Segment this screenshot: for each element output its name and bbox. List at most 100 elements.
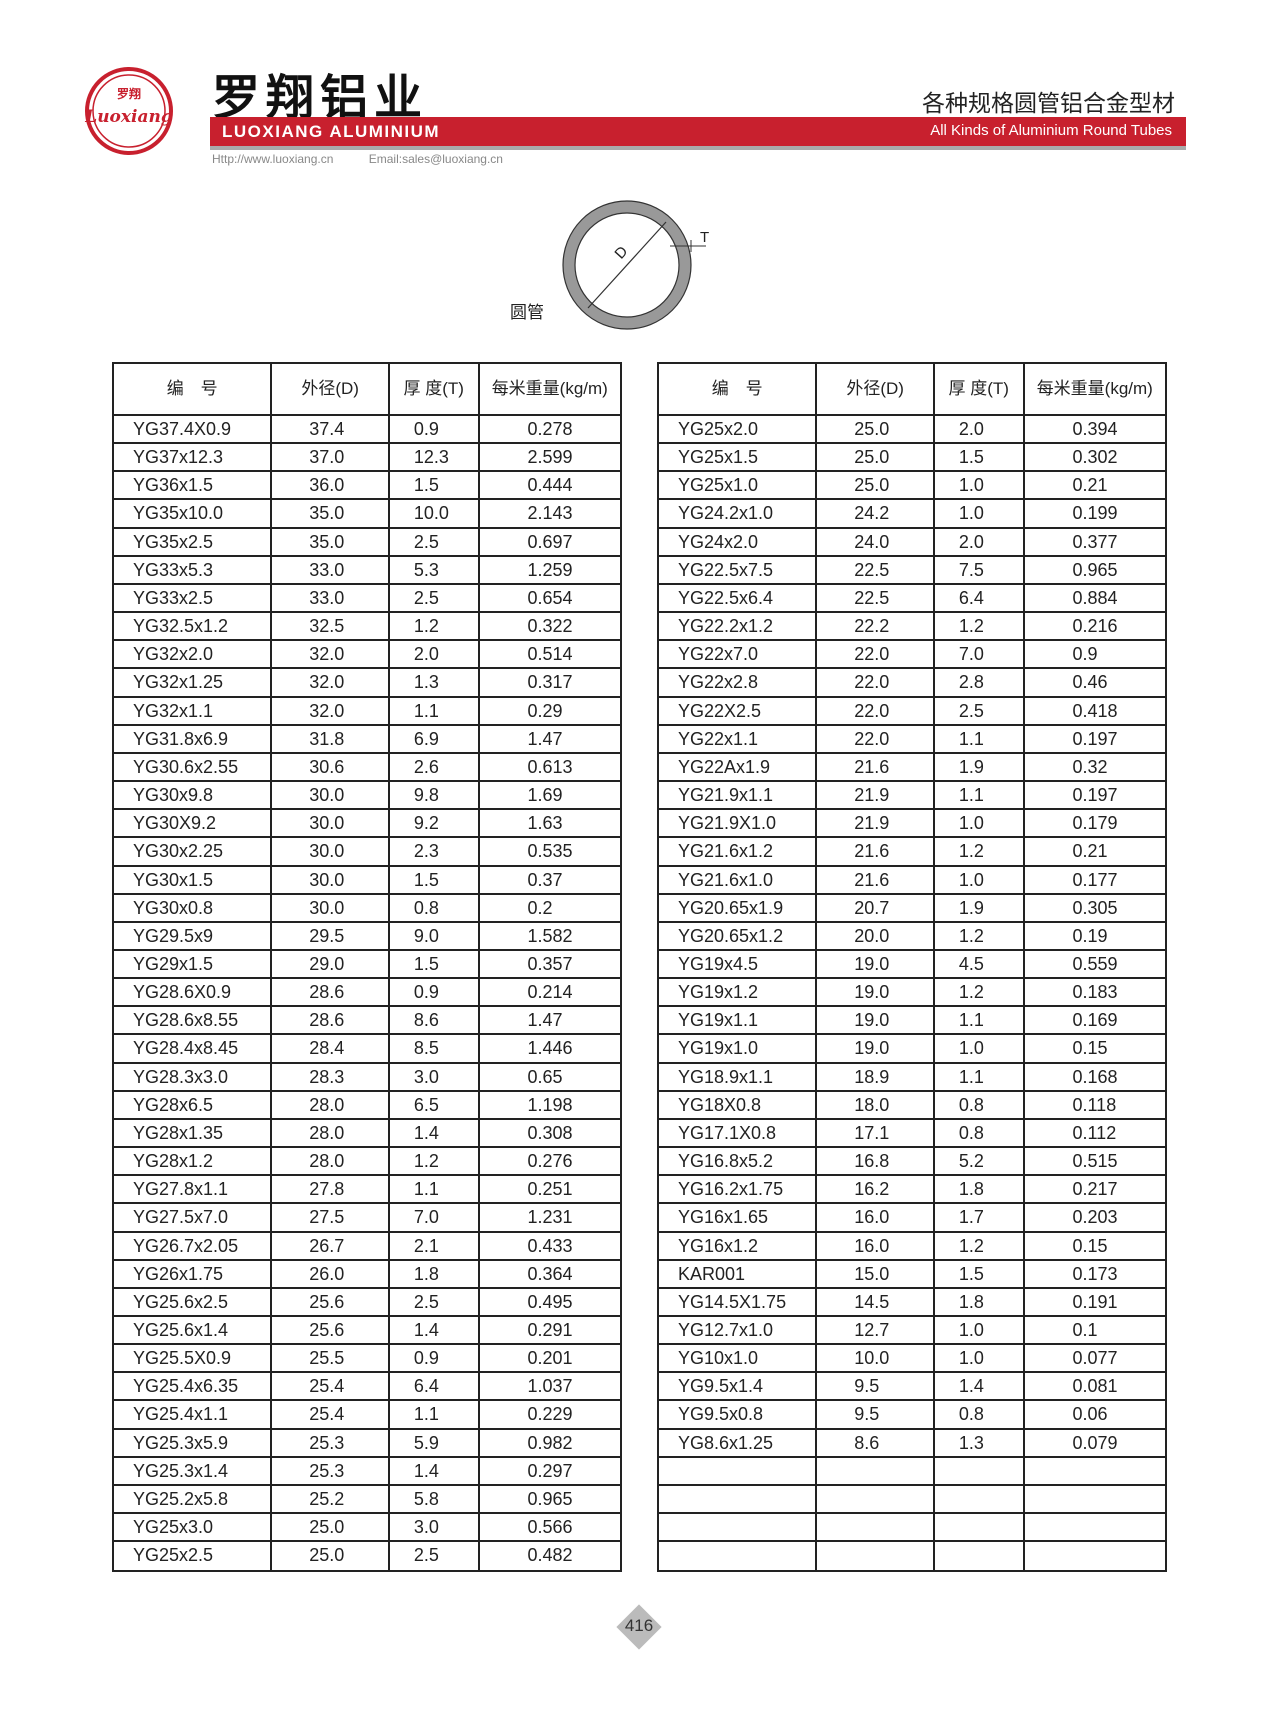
table-cell — [935, 1457, 1025, 1484]
table-cell: 33.0 — [272, 584, 390, 612]
table-cell: 0.9 — [390, 416, 480, 443]
table-cell: 0.377 — [1072, 531, 1118, 552]
table-row — [659, 1457, 1165, 1486]
table-row: YG37.4X0.9 37.4 0.9 0.278 — [114, 416, 620, 445]
table-cell: 37.4 — [272, 416, 390, 443]
table-cell: 0.965 — [527, 1488, 573, 1509]
table-cell: YG29.5x9 — [114, 922, 273, 949]
table-cell: YG9.5x0.8 — [659, 1401, 818, 1428]
page-number-badge: 416 — [616, 1604, 662, 1650]
table-cell: 9.0 — [390, 922, 480, 949]
email-link[interactable]: Email:sales@luoxiang.cn — [368, 152, 503, 166]
table-cell: YG8.6x1.25 — [659, 1429, 818, 1456]
table-row: YG26x1.75 26.0 1.8 0.364 — [114, 1260, 620, 1289]
table-cell: 6.5 — [390, 1091, 480, 1118]
table-row: YG25.3x5.9 25.3 5.9 0.982 — [114, 1429, 620, 1458]
table-cell: 29.0 — [272, 950, 390, 978]
table-cell: YG25.3x1.4 — [114, 1457, 273, 1484]
table-row: YG25x3.0 25.0 3.0 0.566 — [114, 1514, 620, 1543]
table-cell: 9.8 — [390, 782, 480, 809]
table-cell: YG32.5x1.2 — [114, 613, 273, 640]
table-cell: 0.559 — [1072, 953, 1118, 974]
table-cell: 0.322 — [527, 616, 573, 637]
table-cell: 5.2 — [935, 1148, 1025, 1175]
table-row: YG30x9.8 30.0 9.8 1.69 — [114, 782, 620, 811]
table-cell: 1.47 — [527, 1010, 563, 1031]
table-cell: 10.0 — [817, 1345, 935, 1372]
table-cell: YG24x2.0 — [659, 528, 818, 555]
table-cell — [659, 1542, 818, 1571]
table-cell: 1.5 — [935, 444, 1025, 471]
table-cell: 1.2 — [390, 613, 480, 640]
table-cell: 0.965 — [1072, 559, 1118, 580]
table-cell: 1.7 — [935, 1204, 1025, 1231]
table-row: YG16x1.65 16.0 1.7 0.203 — [659, 1204, 1165, 1233]
table-cell: 0.15 — [1072, 1038, 1108, 1059]
table-cell — [817, 1514, 935, 1541]
table-row: YG22X2.5 22.0 2.5 0.418 — [659, 697, 1165, 726]
table-row: YG25.2x5.8 25.2 5.8 0.965 — [114, 1485, 620, 1515]
table-cell: 21.9 — [817, 810, 935, 837]
table-row: YG25.5X0.9 25.5 0.9 0.201 — [114, 1345, 620, 1374]
table-cell: YG14.5X1.75 — [659, 1288, 818, 1315]
table-cell: 26.7 — [272, 1232, 390, 1259]
table-row: YG16.2x1.75 16.2 1.8 0.217 — [659, 1176, 1165, 1205]
table-cell: YG37x12.3 — [114, 444, 273, 471]
table-cell: 22.0 — [817, 669, 935, 696]
table-cell: 0.214 — [527, 982, 573, 1003]
spec-table-right: 编 号外径(D) 厚 度(T) 每米重量(kg/m) YG25x2.0 25.0 2.0 0… — [657, 362, 1167, 1573]
table-cell: 12.7 — [817, 1317, 935, 1344]
website-link[interactable]: Http://www.luoxiang.cn — [212, 152, 334, 166]
table-cell: 1.0 — [935, 500, 1025, 527]
table-cell — [935, 1542, 1025, 1571]
svg-text:罗翔: 罗翔 — [117, 86, 141, 101]
table-cell — [935, 1514, 1025, 1541]
table-cell: YG28.4x8.45 — [114, 1035, 273, 1062]
table-cell: 37.0 — [272, 444, 390, 471]
table-cell: YG25x1.5 — [659, 444, 818, 471]
table-row: YG19x1.0 19.0 1.0 0.15 — [659, 1035, 1165, 1064]
table-cell: 0.2 — [527, 897, 553, 918]
table-cell: 0.514 — [527, 644, 573, 665]
table-cell: 25.0 — [817, 444, 935, 471]
table-cell: 21.6 — [817, 753, 935, 781]
table-cell: 35.0 — [272, 528, 390, 555]
table-cell: 2.8 — [935, 669, 1025, 696]
table-cell: 27.5 — [272, 1204, 390, 1231]
table-cell: YG25x2.0 — [659, 416, 818, 443]
table-cell: 8.6 — [390, 1007, 480, 1034]
column-header: 编 号 — [114, 364, 273, 414]
table-cell: 2.599 — [527, 447, 573, 468]
table-cell: 0.203 — [1072, 1207, 1118, 1228]
table-cell: 1.4 — [390, 1317, 480, 1344]
table-cell: YG22.5x7.5 — [659, 556, 818, 583]
table-cell — [659, 1514, 818, 1541]
table-row: YG26.7x2.05 26.7 2.1 0.433 — [114, 1232, 620, 1261]
table-cell: 25.3 — [272, 1457, 390, 1484]
table-row: YG29x1.5 29.0 1.5 0.357 — [114, 950, 620, 980]
table-cell: 16.0 — [817, 1232, 935, 1259]
table-cell: 28.0 — [272, 1091, 390, 1118]
table-cell: 0.884 — [1072, 587, 1118, 608]
table-cell: YG16x1.2 — [659, 1232, 818, 1259]
page-title-en: All Kinds of Aluminium Round Tubes — [930, 122, 1172, 139]
table-row: YG28.4x8.45 28.4 8.5 1.446 — [114, 1035, 620, 1064]
table-cell: 0.9 — [390, 979, 480, 1006]
table-row: YG28x1.2 28.0 1.2 0.276 — [114, 1148, 620, 1177]
table-cell: 1.1 — [935, 725, 1025, 752]
table-cell: 21.6 — [817, 838, 935, 865]
table-cell: 5.9 — [390, 1429, 480, 1456]
table-row: YG31.8x6.9 31.8 6.9 1.47 — [114, 725, 620, 754]
table-cell: 0.217 — [1072, 1179, 1118, 1200]
table-cell: YG28.6X0.9 — [114, 979, 273, 1006]
table-row: YG10x1.0 10.0 1.0 0.077 — [659, 1345, 1165, 1374]
table-cell: 7.0 — [935, 641, 1025, 668]
table-row: KAR001 15.0 1.5 0.173 — [659, 1260, 1165, 1289]
column-header: 外径(D) — [817, 364, 935, 414]
table-cell: YG25.6x2.5 — [114, 1288, 273, 1315]
table-cell: 28.3 — [272, 1063, 390, 1090]
table-cell: YG33x2.5 — [114, 584, 273, 612]
table-row: YG25.4x6.35 25.4 6.4 1.037 — [114, 1373, 620, 1402]
table-cell: 25.6 — [272, 1288, 390, 1315]
table-cell: YG21.9X1.0 — [659, 810, 818, 837]
